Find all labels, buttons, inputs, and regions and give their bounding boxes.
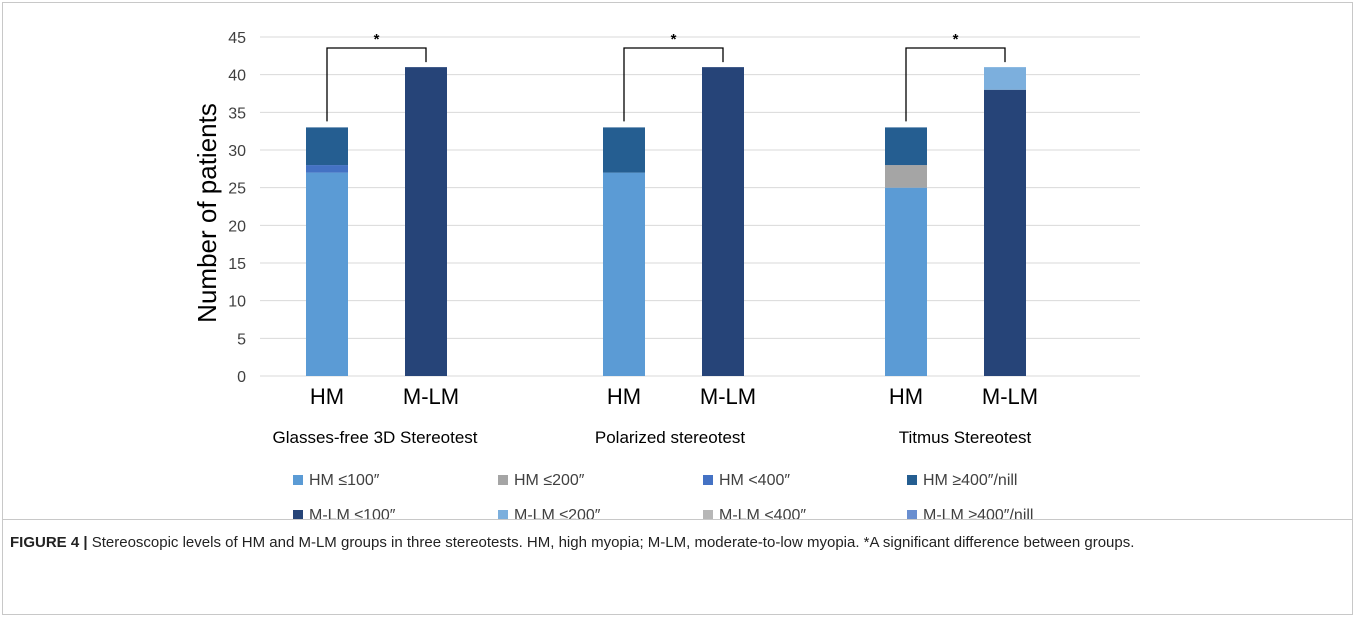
y-tick-label: 0 (237, 369, 246, 386)
bar-category-label: M-LM (700, 384, 756, 409)
bar-segment (306, 165, 348, 173)
significance-label: * (671, 31, 677, 48)
y-axis-label: Number of patients (192, 103, 222, 323)
y-tick-label: 25 (228, 181, 246, 198)
legend-swatch (498, 475, 508, 485)
bar-segment (603, 172, 645, 376)
bar-segment (306, 172, 348, 376)
significance-bracket (326, 47, 427, 122)
y-tick-label: 35 (228, 105, 246, 122)
legend-swatch (293, 475, 303, 485)
bar-segment (306, 127, 348, 166)
significance-label: * (953, 31, 959, 48)
legend-swatch (907, 475, 917, 485)
significance-bracket (623, 47, 724, 122)
figure-caption: FIGURE 4 | Stereoscopic levels of HM and… (10, 530, 1345, 555)
group-label: Polarized stereotest (595, 428, 746, 447)
group-label: Glasses-free 3D Stereotest (272, 428, 477, 447)
legend-swatch (907, 510, 917, 519)
legend-label: M-LM ≤200″ (514, 507, 601, 519)
bar-category-label: HM (310, 384, 344, 409)
significance-brackets: * * * (326, 31, 1006, 122)
legend: HM ≤100″ HM ≤200″ HM <400″ HM ≥400″/nill M-L… (293, 472, 1033, 519)
bar-category-label: HM (607, 384, 641, 409)
bar-category-label: M-LM (982, 384, 1038, 409)
legend-label: HM ≤200″ (514, 472, 585, 489)
significance-label: * (374, 31, 380, 48)
significance-bracket (905, 47, 1006, 122)
y-axis-ticks: 0 5 10 15 20 25 30 35 40 45 (228, 30, 246, 386)
bar-segment (984, 67, 1026, 90)
y-tick-label: 5 (237, 331, 246, 348)
y-tick-label: 45 (228, 30, 246, 47)
legend-swatch (703, 510, 713, 519)
legend-label: M-LM <400″ (719, 507, 806, 519)
legend-swatch (293, 510, 303, 519)
x-axis-labels: HM M-LM HM M-LM HM M-LM Glasses-free 3D Stereo… (272, 384, 1038, 447)
bar-category-label: M-LM (403, 384, 459, 409)
legend-label: HM ≥400″/nill (923, 472, 1017, 489)
bar-category-label: HM (889, 384, 923, 409)
y-tick-label: 10 (228, 294, 246, 311)
bar-segment (702, 67, 744, 376)
group-label: Titmus Stereotest (899, 428, 1032, 447)
bar-segment (885, 127, 927, 166)
y-tick-label: 15 (228, 256, 246, 273)
y-tick-label: 30 (228, 143, 246, 160)
legend-label: HM <400″ (719, 472, 790, 489)
bar-segment (984, 89, 1026, 376)
legend-label: HM ≤100″ (309, 472, 380, 489)
y-tick-label: 40 (228, 68, 246, 85)
legend-swatch (703, 475, 713, 485)
caption-label: FIGURE 4 | (10, 534, 88, 551)
bar-segment (885, 165, 927, 188)
caption-text: Stereoscopic levels of HM and M-LM group… (87, 534, 1135, 551)
bar-segment (885, 187, 927, 376)
legend-label: M-LM ≥400″/nill (923, 507, 1033, 519)
bars (306, 67, 1026, 376)
bar-segment (603, 127, 645, 173)
y-tick-label: 20 (228, 218, 246, 235)
legend-label: M-LM ≤100″ (309, 507, 396, 519)
bar-segment (405, 67, 447, 376)
caption-divider (2, 519, 1353, 520)
legend-swatch (498, 510, 508, 519)
